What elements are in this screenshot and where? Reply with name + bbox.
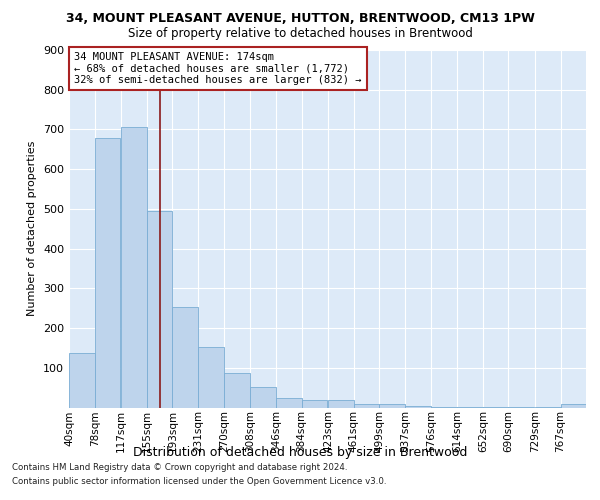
Bar <box>69 353 95 408</box>
Bar <box>508 406 534 408</box>
Bar <box>483 406 508 408</box>
Bar <box>276 398 302 407</box>
Text: Distribution of detached houses by size in Brentwood: Distribution of detached houses by size … <box>133 446 467 459</box>
Text: Size of property relative to detached houses in Brentwood: Size of property relative to detached ho… <box>128 28 472 40</box>
Bar <box>353 404 379 407</box>
Bar <box>379 404 405 407</box>
Bar <box>121 128 147 407</box>
Bar <box>198 346 224 408</box>
Bar <box>535 406 560 408</box>
Bar <box>302 400 327 407</box>
Bar <box>250 387 276 407</box>
Bar <box>328 400 353 407</box>
Bar <box>560 404 586 407</box>
Text: 34 MOUNT PLEASANT AVENUE: 174sqm
← 68% of detached houses are smaller (1,772)
32: 34 MOUNT PLEASANT AVENUE: 174sqm ← 68% o… <box>74 52 362 85</box>
Bar <box>172 307 198 408</box>
Bar <box>95 138 121 407</box>
Text: Contains public sector information licensed under the Open Government Licence v3: Contains public sector information licen… <box>12 477 386 486</box>
Bar <box>431 406 457 408</box>
Text: Contains HM Land Registry data © Crown copyright and database right 2024.: Contains HM Land Registry data © Crown c… <box>12 464 347 472</box>
Text: 34, MOUNT PLEASANT AVENUE, HUTTON, BRENTWOOD, CM13 1PW: 34, MOUNT PLEASANT AVENUE, HUTTON, BRENT… <box>65 12 535 26</box>
Bar <box>457 406 483 408</box>
Y-axis label: Number of detached properties: Number of detached properties <box>28 141 37 316</box>
Bar <box>147 211 172 408</box>
Bar <box>405 406 431 407</box>
Bar <box>224 373 250 408</box>
